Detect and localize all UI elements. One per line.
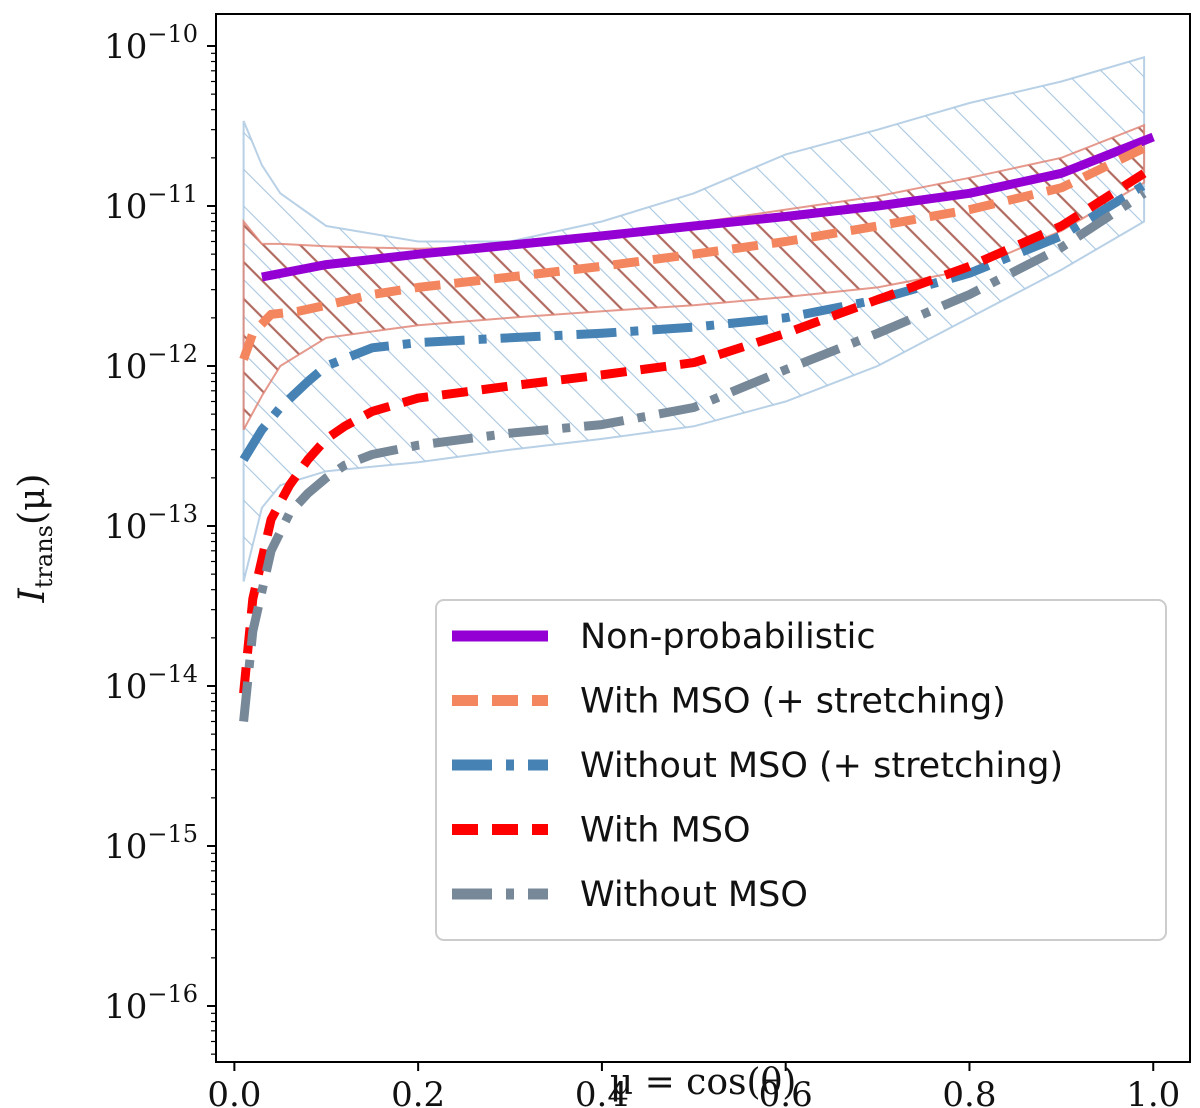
y-tick-label: 10−16 [104, 980, 198, 1027]
series-line-without-mso [239, 189, 1147, 722]
x-axis-label: μ = cos(θ) [610, 1062, 797, 1103]
legend-label: Non-probabilistic [580, 617, 876, 657]
uncertainty-bands [242, 55, 1146, 582]
series-line-without-mso-stretching [239, 181, 1147, 462]
y-axis-label-tail: (μ) [12, 474, 53, 526]
plot-frame [215, 13, 1191, 1063]
y-tick-label: 10−14 [104, 660, 198, 707]
x-tick-label: 0.4 [575, 1075, 629, 1108]
x-tick-label: 1.0 [1126, 1075, 1180, 1108]
y-tick-label: 10−15 [104, 820, 198, 867]
y-tick-label: 10−11 [104, 180, 198, 227]
y-axis-label-main: I [12, 587, 53, 603]
y-tick-label: 10−10 [104, 20, 198, 67]
legend-label: Without MSO [580, 875, 808, 915]
series-line-with-mso [239, 169, 1147, 694]
series-line-with-mso-stretching [239, 144, 1147, 361]
x-axis-ticks: 0.0 0.2 0.4 0.6 0.8 1.0 [207, 1062, 1180, 1108]
x-tick-label: 0.0 [207, 1075, 261, 1108]
y-axis-ticks: 10−10 10−11 10−12 10−13 10−14 10−15 10−16 [104, 20, 216, 1055]
y-axis-label: Itrans(μ) [12, 474, 58, 604]
y-tick-label: 10−12 [104, 340, 198, 387]
legend-label: Without MSO (+ stretching) [580, 746, 1063, 786]
y-axis-label-sub: trans [30, 525, 58, 588]
legend: Non-probabilistic With MSO (+ stretching)… [435, 599, 1167, 941]
x-tick-label: 0.6 [759, 1075, 813, 1108]
legend-box [435, 599, 1167, 941]
y-tick-label: 10−13 [104, 500, 198, 547]
x-tick-label: 0.8 [942, 1075, 996, 1108]
series-line-non-probabilistic [261, 132, 1155, 282]
legend-label: With MSO [580, 811, 751, 851]
legend-label: With MSO (+ stretching) [580, 682, 1006, 722]
x-tick-label: 0.2 [391, 1075, 445, 1108]
data-series [239, 132, 1155, 722]
